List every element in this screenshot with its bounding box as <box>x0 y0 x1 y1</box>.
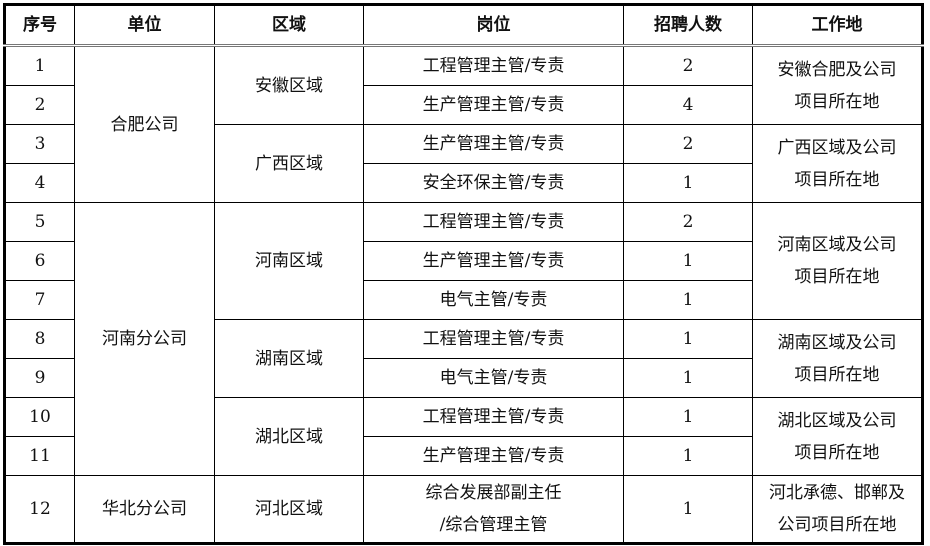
cell-no: 4 <box>4 163 75 203</box>
location-line: 公司项目所在地 <box>777 515 897 535</box>
header-row: 序号 单位 区域 岗位 招聘人数 工作地 <box>4 4 923 47</box>
location-line: 湖南区域及公司 <box>777 332 897 353</box>
location-line: 项目所在地 <box>794 442 880 463</box>
header-count: 招聘人数 <box>623 4 753 47</box>
location-line: 河南区域及公司 <box>777 235 897 255</box>
cell-position: 工程管理主管/专责 <box>363 319 624 359</box>
cell-no: 7 <box>4 280 75 320</box>
cell-location: 湖北区域及公司 项目所在地 <box>752 397 923 476</box>
cell-no: 8 <box>4 319 75 359</box>
cell-count: 1 <box>623 280 753 320</box>
cell-unit: 合肥公司 <box>74 45 215 203</box>
table-row: 3 广西区域 生产管理主管/专责 2 广西区域及公司 项目所在地 <box>4 124 923 203</box>
cell-region: 广西区域 <box>214 124 364 203</box>
location-line: 安徽合肥及公司 <box>777 59 897 80</box>
cell-count: 2 <box>623 45 753 86</box>
location-line: 项目所在地 <box>794 364 880 385</box>
table-row: 4 安全环保主管/专责 1 <box>4 163 923 203</box>
position-line: /综合管理主管 <box>439 515 548 535</box>
cell-count: 1 <box>623 436 753 476</box>
table-row: 1 合肥公司 安徽区域 工程管理主管/专责 2 安徽合肥及公司 项目所在地 <box>4 45 923 203</box>
cell-position: 电气主管/专责 <box>363 280 624 320</box>
cell-position: 安全环保主管/专责 <box>363 163 624 203</box>
header-region: 区域 <box>214 4 364 47</box>
location-line: 项目所在地 <box>794 267 880 287</box>
cell-region: 湖南区域 <box>214 319 364 398</box>
table-row: 6 生产管理主管/专责 1 <box>4 241 923 281</box>
cell-position: 电气主管/专责 <box>363 358 624 398</box>
recruitment-table: 序号 单位 区域 岗位 招聘人数 工作地 1 合肥公司 安徽区域 工程管理主管/… <box>3 3 924 545</box>
cell-count: 2 <box>623 202 753 242</box>
cell-count: 1 <box>623 319 753 359</box>
cell-position: 综合发展部副主任/综合管理主管 <box>363 475 624 544</box>
cell-location: 广西区域及公司 项目所在地 <box>752 124 923 203</box>
header-no: 序号 <box>4 4 75 47</box>
header-position: 岗位 <box>363 4 624 47</box>
cell-position: 生产管理主管/专责 <box>363 85 624 125</box>
location-line: 湖北区域及公司 <box>777 410 897 431</box>
header-unit: 单位 <box>74 4 215 47</box>
cell-count: 4 <box>623 85 753 125</box>
table-row: 9 电气主管/专责 1 <box>4 358 923 398</box>
cell-region: 安徽区域 <box>214 45 364 125</box>
header-location: 工作地 <box>752 4 923 47</box>
table-row: 2 生产管理主管/专责 4 <box>4 85 923 125</box>
position-line: 综合发展部副主任 <box>425 483 562 503</box>
cell-unit: 河南分公司 <box>74 202 215 476</box>
cell-location: 河南区域及公司 项目所在地 <box>752 202 923 320</box>
table-row: 8 湖南区域 工程管理主管/专责 1 湖南区域及公司 项目所在地 <box>4 319 923 398</box>
cell-no: 5 <box>4 202 75 242</box>
cell-count: 1 <box>623 475 753 544</box>
table-row: 5 河南分公司 河南区域 工程管理主管/专责 2 河南区域及公司 项目所在地 <box>4 202 923 476</box>
cell-count: 1 <box>623 358 753 398</box>
location-line: 项目所在地 <box>794 169 880 190</box>
cell-location: 安徽合肥及公司 项目所在地 <box>752 45 923 125</box>
cell-no: 1 <box>4 45 75 86</box>
cell-position: 生产管理主管/专责 <box>363 436 624 476</box>
location-line: 广西区域及公司 <box>777 137 897 158</box>
cell-no: 6 <box>4 241 75 281</box>
cell-position: 生产管理主管/专责 <box>363 241 624 281</box>
cell-no: 3 <box>4 124 75 164</box>
cell-count: 1 <box>623 397 753 437</box>
table-row: 10 湖北区域 工程管理主管/专责 1 湖北区域及公司 项目所在地 <box>4 397 923 476</box>
location-line: 河北承德、邯郸及 <box>769 483 905 503</box>
cell-no: 10 <box>4 397 75 437</box>
cell-position: 工程管理主管/专责 <box>363 397 624 437</box>
cell-region: 湖北区域 <box>214 397 364 476</box>
cell-location: 湖南区域及公司 项目所在地 <box>752 319 923 398</box>
cell-region: 河南区域 <box>214 202 364 320</box>
cell-no: 12 <box>4 475 75 544</box>
cell-count: 1 <box>623 241 753 281</box>
cell-no: 2 <box>4 85 75 125</box>
cell-count: 1 <box>623 163 753 203</box>
cell-unit: 华北分公司 <box>74 475 215 544</box>
table-row: 7 电气主管/专责 1 <box>4 280 923 320</box>
cell-position: 工程管理主管/专责 <box>363 45 624 86</box>
cell-position: 生产管理主管/专责 <box>363 124 624 164</box>
cell-count: 2 <box>623 124 753 164</box>
location-line: 项目所在地 <box>794 91 880 112</box>
table-row: 12 华北分公司 河北区域 综合发展部副主任/综合管理主管 1 河北承德、邯郸及… <box>4 475 923 544</box>
cell-location: 河北承德、邯郸及 公司项目所在地 <box>752 475 923 544</box>
cell-no: 9 <box>4 358 75 398</box>
cell-position: 工程管理主管/专责 <box>363 202 624 242</box>
cell-region: 河北区域 <box>214 475 364 544</box>
cell-no: 11 <box>4 436 75 476</box>
